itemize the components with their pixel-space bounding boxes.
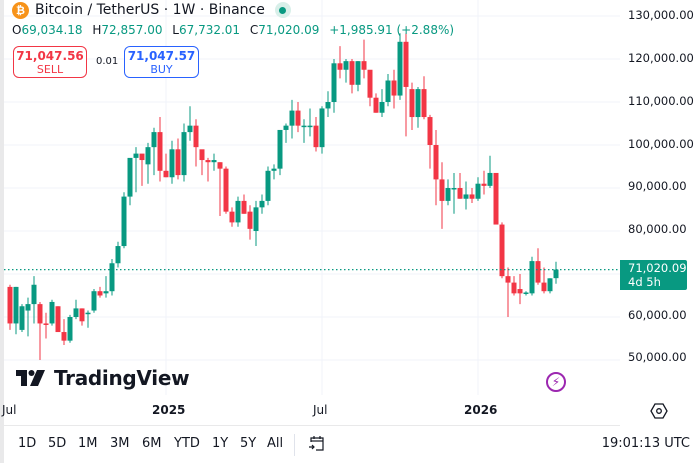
current-price: 71,020.09 [628, 261, 687, 275]
open-label: O [12, 23, 22, 37]
price-label: 50,000.00 [628, 350, 687, 364]
range-1d-button[interactable]: 1D [18, 436, 37, 451]
symbol-legend[interactable]: ₿ Bitcoin / TetherUS · 1W · Binance [12, 0, 291, 20]
range-5y-button[interactable]: 5Y [240, 436, 257, 451]
time-label: Jul [2, 403, 17, 417]
bar-countdown: 4d 5h [628, 275, 661, 289]
price-label: 60,000.00 [628, 308, 687, 322]
current-price-tag: 71,020.09 4d 5h [620, 260, 687, 290]
time-label: 2025 [152, 403, 186, 417]
high-value: 72,857.00 [101, 23, 163, 37]
utc-clock[interactable]: 19:01:13 UTC [601, 436, 690, 451]
ohlc-values: O69,034.18 H72,857.00 L67,732.01 C71,020… [12, 23, 460, 37]
buy-label: BUY [150, 63, 173, 76]
range-ytd-button[interactable]: YTD [174, 436, 200, 451]
sell-price: 71,047.56 [16, 49, 84, 63]
candlestick-chart[interactable] [0, 0, 620, 395]
tradingview-logo-text: TradingView [54, 366, 190, 390]
market-open-status-icon[interactable] [274, 2, 291, 18]
tradingview-logo-icon [16, 370, 46, 386]
open-value: 69,034.18 [21, 23, 83, 37]
symbol-title: Bitcoin / TetherUS · 1W · Binance [35, 2, 265, 18]
left-edge-scrollbar [0, 0, 4, 463]
low-label: L [172, 23, 179, 37]
buy-price: 71,047.57 [127, 49, 196, 63]
range-all-button[interactable]: All [267, 436, 284, 451]
close-label: C [249, 23, 259, 37]
range-5d-button[interactable]: 5D [48, 436, 67, 451]
tradingview-logo[interactable]: TradingView [16, 366, 190, 390]
range-1y-button[interactable]: 1Y [212, 436, 229, 451]
bitcoin-icon: ₿ [12, 1, 29, 19]
price-label: 110,000.00 [628, 94, 694, 108]
bottom-toolbar: 1D 5D 1M 3M 6M YTD 1Y 5Y All 19:01:13 UT… [0, 426, 700, 463]
price-label: 80,000.00 [628, 222, 687, 236]
go-to-date-icon[interactable] [307, 434, 327, 454]
spread-value: 0.01 [96, 56, 119, 67]
price-label: 90,000.00 [628, 179, 687, 193]
price-label: 130,000.00 [628, 8, 694, 22]
buy-button[interactable]: 71,047.57 BUY [124, 46, 199, 78]
price-change: +1,985.91 (+2.88%) [329, 23, 455, 37]
time-axis[interactable]: Jul 2025 Jul 2026 [0, 395, 620, 426]
time-label: 2026 [464, 403, 498, 417]
chart-settings-icon[interactable] [650, 402, 668, 420]
high-label: H [92, 23, 102, 37]
price-label: 120,000.00 [628, 51, 694, 65]
sell-label: SELL [36, 63, 64, 76]
price-label: 100,000.00 [628, 137, 694, 151]
low-value: 67,732.01 [178, 23, 241, 37]
time-label: Jul [313, 403, 328, 417]
close-value: 71,020.09 [258, 23, 320, 37]
toolbar-divider [294, 434, 295, 456]
range-6m-button[interactable]: 6M [142, 436, 162, 451]
sell-button[interactable]: 71,047.56 SELL [13, 46, 87, 78]
range-1m-button[interactable]: 1M [78, 436, 98, 451]
range-3m-button[interactable]: 3M [110, 436, 130, 451]
lightning-icon[interactable]: ⚡ [546, 372, 566, 392]
